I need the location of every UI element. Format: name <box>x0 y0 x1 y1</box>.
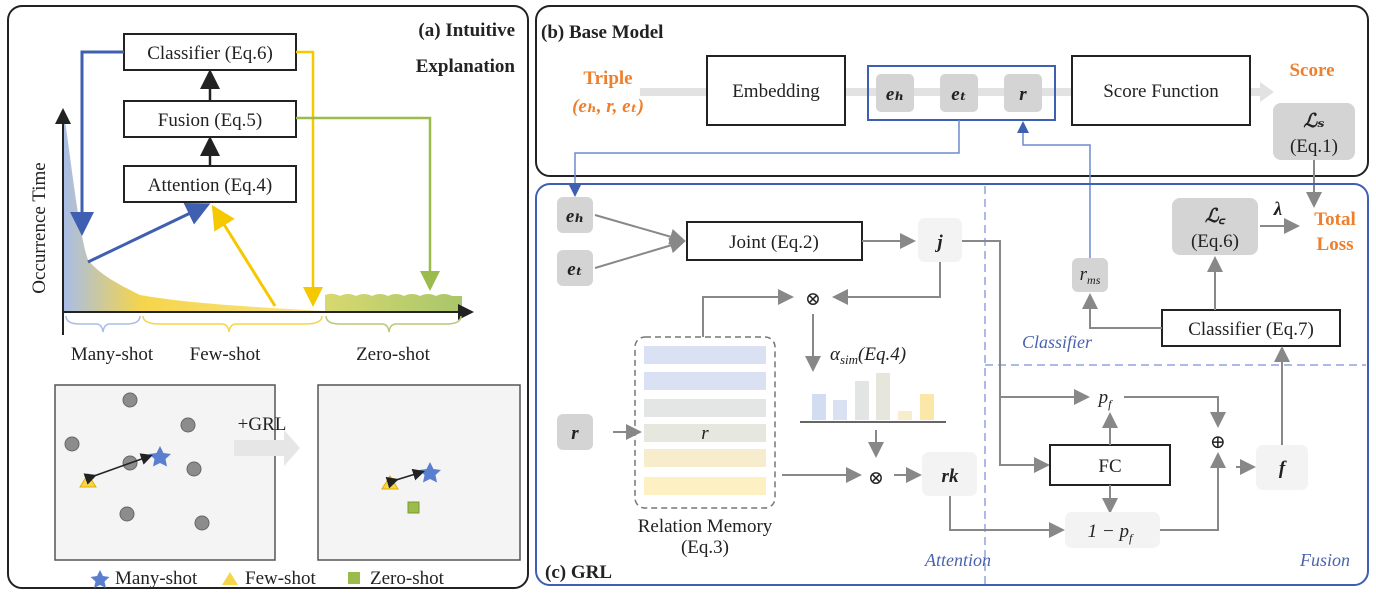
emb-eh: eₕ <box>886 84 904 105</box>
attention-weights-bars <box>800 373 946 423</box>
one-minus-pf-node <box>1065 512 1160 548</box>
grl-label: +GRL <box>238 414 287 435</box>
weight-bar <box>898 411 912 420</box>
embedding-box <box>706 55 846 126</box>
panel-a: (a) Intuitive Explanation Occurrence Tim… <box>7 5 529 589</box>
et-node <box>557 250 593 286</box>
total-loss-label: Total <box>1314 209 1356 230</box>
score-label: Score <box>1289 60 1334 81</box>
zero-shot-fusion-arrow <box>296 116 440 291</box>
y-axis-label: Occurrence Time <box>29 162 50 293</box>
embedding-output-group <box>867 65 1056 121</box>
eh-node <box>557 197 593 233</box>
embedding-label: Embedding <box>732 81 820 102</box>
j-node <box>918 218 962 262</box>
panel-b-title: (b) Base Model <box>541 22 663 43</box>
triple-value: (eₕ, r, eₜ) <box>572 96 644 117</box>
svg-text:rms: rms <box>1080 264 1101 287</box>
zero-shot-label: Zero-shot <box>356 344 431 365</box>
weight-bar <box>812 394 826 420</box>
loss-s-node <box>1273 103 1355 160</box>
multiply-op-2: ⊗ <box>868 468 884 489</box>
legend-many-shot: Many-shot <box>115 568 198 589</box>
classifier-eq7-label: Classifier (Eq.7) <box>1188 319 1314 340</box>
r-node <box>557 414 593 450</box>
add-op: ⊕ <box>1210 432 1226 453</box>
emb-r: r <box>1019 84 1027 105</box>
few-shot-classifier-arrow <box>296 50 323 307</box>
legend-square-icon <box>348 572 360 584</box>
classifier-box <box>123 33 297 71</box>
rms-node <box>1072 258 1108 292</box>
weight-bar <box>876 373 890 420</box>
many-shot-star-icon <box>149 446 171 467</box>
loss-s-eq: (Eq.1) <box>1290 136 1338 157</box>
memory-row-r: r <box>701 423 709 444</box>
many-shot-attention-arrow <box>87 202 211 264</box>
section-classifier-label: Classifier <box>1022 332 1093 352</box>
zero-shot-region <box>325 293 462 312</box>
f-node <box>1256 445 1308 490</box>
svg-text:f: f <box>1279 458 1287 479</box>
attention-label: Attention (Eq.4) <box>148 175 273 196</box>
many-shot-feedback-arrow <box>70 50 124 236</box>
triple-label: Triple <box>583 68 632 89</box>
memory-eq: (Eq.3) <box>681 537 729 558</box>
weight-bar <box>833 400 847 420</box>
panel-b: (b) Base Model Triple (eₕ, r, eₜ) Embedd… <box>535 5 1369 177</box>
memory-label: Relation Memory <box>638 516 773 537</box>
pf-label: pf <box>1097 387 1114 411</box>
embedding-space-before <box>54 384 276 561</box>
emb-et: eₜ <box>951 84 966 105</box>
multiply-op-1: ⊗ <box>805 289 821 310</box>
rk-node <box>922 452 977 496</box>
attention-box <box>123 165 297 203</box>
svg-text:j: j <box>934 232 943 253</box>
many-shot-label: Many-shot <box>71 344 154 365</box>
legend-triangle-icon <box>222 572 238 585</box>
score-function-label: Score Function <box>1103 81 1219 102</box>
grl-transform-arrow <box>234 430 300 466</box>
section-fusion-label: Fusion <box>1299 550 1350 570</box>
panel-a-title: (a) Intuitive <box>418 20 515 41</box>
section-attention-label: Attention <box>924 550 991 570</box>
weight-bar <box>855 381 869 420</box>
fc-label: FC <box>1098 456 1121 477</box>
lambda-label: λ <box>1273 199 1282 220</box>
panel-a-title-2: Explanation <box>416 56 516 77</box>
joint-label: Joint (Eq.2) <box>729 232 819 253</box>
svg-text:(Eq.6): (Eq.6) <box>1191 231 1239 252</box>
long-tail-distribution <box>64 115 325 312</box>
weight-bar <box>920 394 934 420</box>
legend-zero-shot: Zero-shot <box>370 568 445 589</box>
few-shot-attention-arrow <box>211 204 277 307</box>
panel-c-title: (c) GRL <box>545 562 612 583</box>
panel-c: (c) GRL Attention Classifier Fusion eₕ e… <box>535 183 1369 586</box>
classifier-label: Classifier (Eq.6) <box>147 43 273 64</box>
legend-few-shot: Few-shot <box>245 568 316 589</box>
zero-shot-brace <box>325 315 462 333</box>
loss-c-node <box>1172 198 1258 255</box>
total-loss-label-2: Loss <box>1317 234 1354 255</box>
svg-text:r: r <box>571 423 579 444</box>
svg-text:ℒ꜀: ℒ꜀ <box>1205 206 1227 227</box>
joint-box <box>686 221 863 261</box>
svg-text:eₜ: eₜ <box>567 259 582 280</box>
relation-memory <box>634 336 776 509</box>
alpha-sim: αsim(Eq.4) <box>830 344 906 367</box>
legend-star-icon <box>90 570 110 588</box>
few-shot-label: Few-shot <box>190 344 261 365</box>
many-shot-brace <box>65 315 141 333</box>
zero-shot-square-icon <box>407 501 420 514</box>
score-function-box <box>1071 55 1251 126</box>
svg-text:rk: rk <box>942 466 959 487</box>
loss-s: ℒₛ <box>1303 111 1324 132</box>
few-shot-brace <box>142 315 323 333</box>
one-minus-pf-label: 1 − pf <box>1088 521 1134 545</box>
svg-text:eₕ: eₕ <box>566 206 584 227</box>
fusion-label: Fusion (Eq.5) <box>158 110 263 131</box>
